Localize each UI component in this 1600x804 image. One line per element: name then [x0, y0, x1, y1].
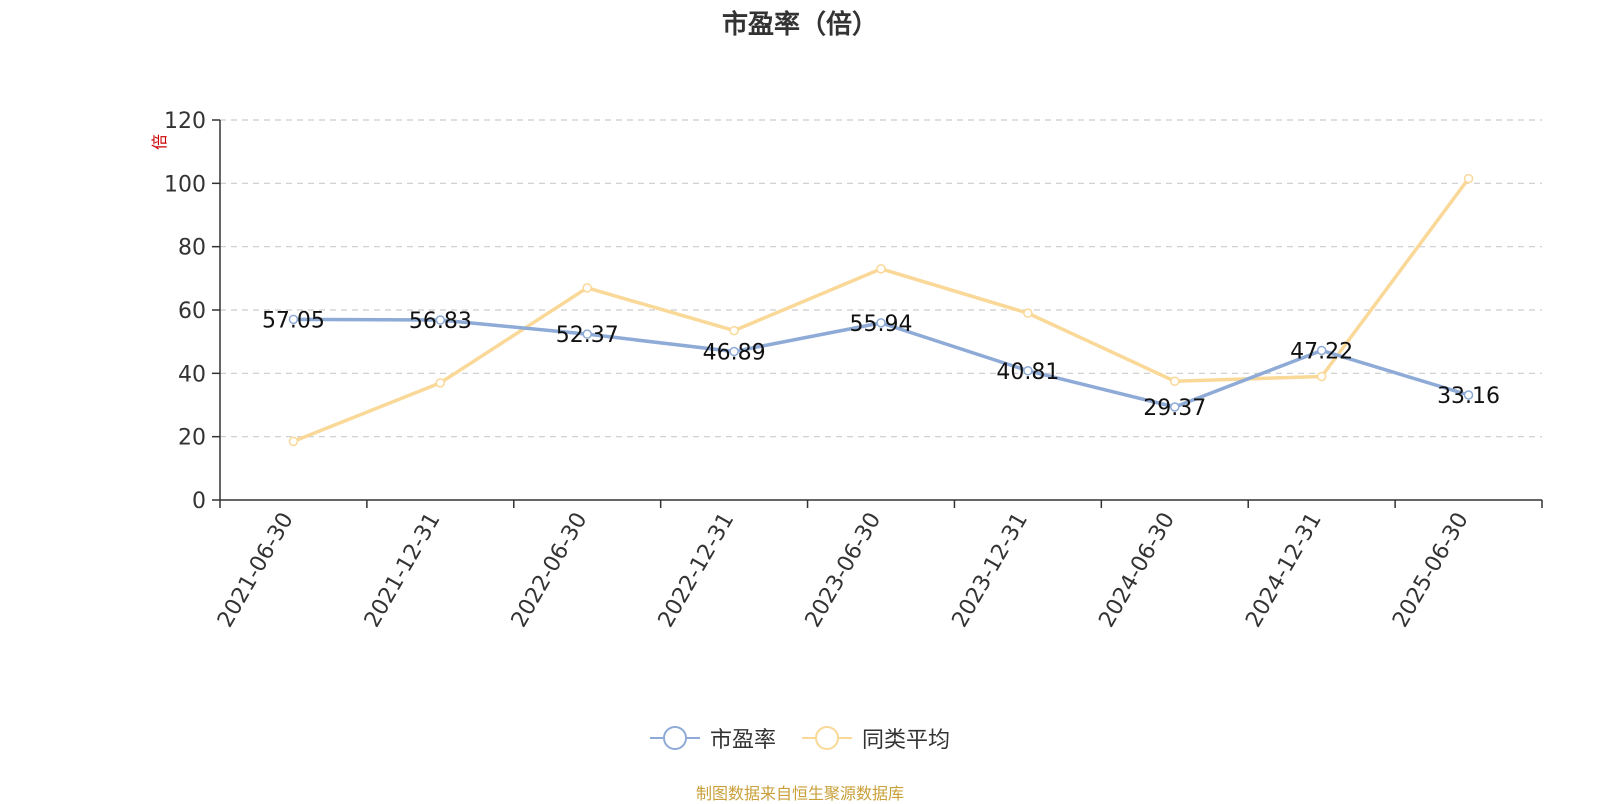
data-point-pe [1463, 390, 1474, 400]
data-label: 33.16 [1437, 384, 1500, 409]
x-tick-label: 2022-12-31 [654, 509, 740, 632]
data-point-peer-average [1463, 173, 1474, 184]
chart-title: 市盈率（倍） [721, 10, 878, 40]
x-tick-label: 2024-06-30 [1094, 509, 1180, 632]
data-point-peer-average [1316, 371, 1327, 382]
data-point-peer-average [1023, 308, 1033, 318]
legend-item-peer-average[interactable]: 同类平均 [802, 722, 950, 754]
data-label: 29.37 [1143, 396, 1206, 421]
y-tick-label: 120 [164, 109, 206, 134]
y-tick-label: 40 [178, 362, 206, 387]
x-tick-label: 2021-12-31 [360, 509, 446, 632]
data-point-peer-average [288, 436, 299, 447]
data-point-pe [582, 329, 592, 339]
y-tick-label: 100 [164, 172, 206, 197]
y-tick-label: 60 [178, 299, 206, 324]
data-point-peer-average [435, 378, 446, 388]
x-tick-label: 2025-06-30 [1388, 509, 1474, 632]
data-point-pe [729, 346, 739, 357]
legend-pe-marker-icon [649, 726, 700, 750]
data-point-peer-average [1170, 376, 1180, 386]
data-point-pe [1316, 345, 1327, 356]
data-point-peer-average [876, 264, 886, 274]
legend-pe-label: 市盈率 [709, 728, 776, 753]
x-tick-label: 2024-12-31 [1241, 509, 1327, 632]
legend-peer-marker-icon [802, 726, 852, 750]
source-note: 制图数据来自恒生聚源数据库 [695, 784, 904, 803]
data-point-pe [876, 318, 886, 328]
legend-peer-label: 同类平均 [862, 728, 951, 753]
data-label: 57.05 [262, 308, 325, 333]
data-point-pe [288, 314, 299, 325]
data-point-pe [435, 315, 446, 325]
y-tick-label: 20 [178, 426, 206, 451]
data-point-peer-average [729, 325, 739, 336]
data-label: 56.83 [409, 309, 472, 334]
x-tick-label: 2023-06-30 [801, 509, 887, 632]
data-label: 40.81 [996, 360, 1059, 385]
x-tick-label: 2023-12-31 [948, 509, 1034, 632]
data-label: 55.94 [850, 312, 913, 337]
data-label: 47.22 [1290, 339, 1353, 364]
x-tick-label: 2022-06-30 [507, 509, 593, 632]
data-label: 46.89 [703, 341, 766, 366]
legend: 市盈率 同类平均 [0, 722, 1600, 754]
data-point-pe [1023, 366, 1033, 376]
x-tick-label: 2021-06-30 [213, 509, 299, 632]
data-label: 52.37 [556, 323, 619, 348]
data-point-peer-average [582, 283, 592, 293]
y-tick-label: 80 [178, 236, 206, 261]
y-tick-label: 0 [192, 489, 206, 514]
data-point-pe [1170, 402, 1180, 412]
legend-item-pe[interactable]: 市盈率 [649, 722, 776, 754]
